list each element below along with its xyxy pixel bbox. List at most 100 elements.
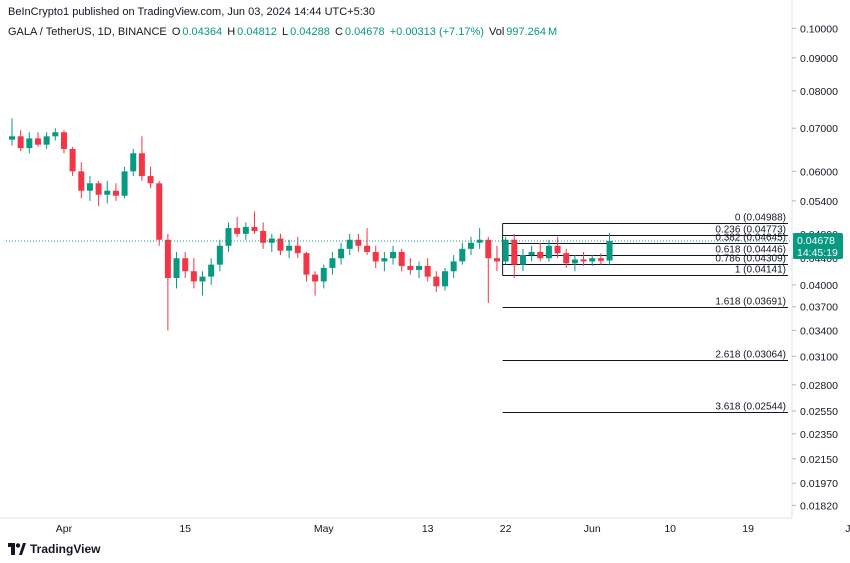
candle-body [424,265,431,277]
fib-level-label: 0.618 (0.04446) [715,245,786,256]
candle [199,271,206,296]
candles [9,118,613,331]
candle [225,222,232,252]
y-tick-label: 0.02550 [800,406,838,418]
tradingview-logo[interactable]: TradingView [8,542,100,556]
legend-vol-unit: M [548,26,558,38]
candle [502,236,509,265]
candle [390,245,397,265]
candle [597,253,604,265]
candle [182,251,189,278]
y-tick-label: 0.02350 [800,429,838,441]
fibonacci-levels: 0 (0.04988)0.236 (0.04773)0.382 (0.04645… [502,213,788,413]
current-price-box [793,233,843,260]
candle [338,242,345,265]
candle-body [242,226,249,234]
candle-body [320,267,327,282]
x-tick-label: 15 [179,523,191,535]
candle-body [372,251,379,262]
candle [537,242,544,262]
legend-close-value: 0.04678 [344,26,385,38]
candle-body [26,138,33,149]
candle [60,130,67,154]
candle-body [554,245,561,254]
x-tick-label: 13 [422,523,434,535]
candle-body [294,245,301,254]
candle-body [398,251,405,266]
legend-open-label: O [171,26,181,38]
fib-level-label: 0.786 (0.04309) [715,254,786,265]
candle-body [467,242,474,249]
y-tick-label: 0.03400 [800,325,838,337]
candle [589,255,596,266]
candle [95,180,102,207]
candle [563,248,570,268]
candle-body [173,258,180,278]
legend-high-label: H [227,26,236,38]
candle [164,233,171,331]
candle-body [147,176,154,184]
candle [208,258,215,285]
candle [286,239,293,259]
candle [364,228,371,256]
candle [9,118,15,146]
candle-body [580,259,587,262]
candle-body [78,171,85,191]
candle [416,261,423,278]
candle [234,216,241,237]
candle-body [138,153,145,177]
y-tick-label: 0.08000 [800,86,838,98]
candle-body [442,271,448,287]
candle-body [156,183,163,240]
candle-body [476,239,483,243]
legend-close-label: C [334,26,343,38]
candle [459,242,466,265]
candle-body [545,245,552,259]
y-tick-label: 0.02150 [800,454,838,466]
candle-body [493,258,500,262]
candle [17,130,24,152]
x-tick-label: May [314,523,335,535]
legend-high-value: 0.04812 [237,26,277,38]
candle [554,236,561,259]
candle-body [303,253,310,275]
candle-body [312,274,319,282]
candle-body [563,253,570,264]
current-price-value: 0.04678 [797,235,835,247]
candle-body [277,238,284,251]
candle [147,166,154,189]
candle-body [268,238,275,243]
candle [260,222,267,249]
fib-level-label: 3.618 (0.02544) [715,402,786,413]
y-tick-label: 0.02800 [800,380,838,392]
candle [355,233,362,252]
legend-vol-value: 997.264 [506,26,547,38]
candle [580,251,587,266]
candle-body [346,239,353,249]
candle-body [208,264,215,277]
y-tick-label: 0.05400 [800,196,838,208]
grid [0,0,793,519]
candle-body [9,136,15,140]
y-tick-label: 0.06000 [800,166,838,178]
candle [467,236,474,256]
candle [424,258,431,282]
candle-body [329,258,336,268]
candle [485,236,492,303]
candle-body [130,153,137,172]
candle [312,271,319,296]
candle-body [190,271,197,282]
candle-body [338,248,345,259]
candle-body [182,258,189,272]
candle-body [606,241,613,261]
candle [112,183,119,201]
x-axis: Apr15May1322Jun1019Jul15 [56,523,850,535]
fib-level-label: 1 (0.04141) [735,265,786,276]
fib-level-label: 0 (0.04988) [735,213,786,224]
candle-body [528,251,535,256]
y-tick-label: 0.04000 [800,280,838,292]
candle-body [286,245,293,251]
candle-body [537,251,544,259]
